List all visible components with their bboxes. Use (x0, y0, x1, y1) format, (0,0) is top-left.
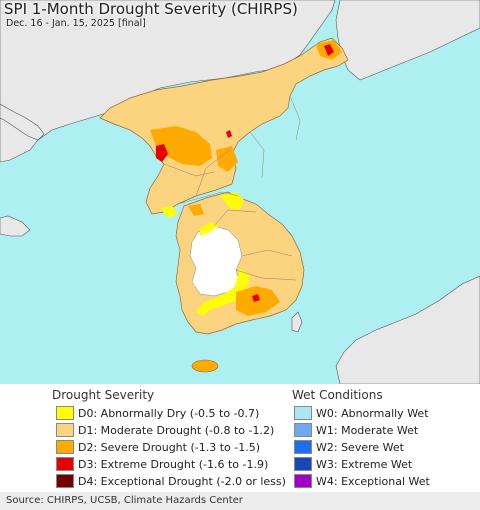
legend-swatch (56, 440, 74, 454)
legend-swatch (56, 474, 74, 488)
legend-item-d0: D0: Abnormally Dry (-0.5 to -0.7) (56, 406, 259, 420)
legend-label: W4: Exceptional Wet (316, 474, 430, 488)
legend-label: W3: Extreme Wet (316, 457, 413, 471)
legend-swatch (56, 406, 74, 420)
d0-zone (160, 192, 250, 316)
legend-item-w2: W2: Severe Wet (294, 440, 404, 454)
legend-label: W2: Severe Wet (316, 440, 404, 454)
map-subtitle: Dec. 16 - Jan. 15, 2025 [final] (6, 18, 146, 29)
legend-item-w1: W1: Moderate Wet (294, 423, 418, 437)
drought-legend-heading: Drought Severity (52, 388, 155, 402)
legend-swatch (294, 474, 312, 488)
legend-swatch (294, 406, 312, 420)
japan-landmass (335, 275, 480, 384)
legend-label: D4: Exceptional Drought (-2.0 or less) (78, 474, 286, 488)
wet-legend-heading: Wet Conditions (292, 388, 383, 402)
map-title: SPI 1-Month Drought Severity (CHIRPS) (4, 0, 298, 18)
legend-label: D2: Severe Drought (-1.3 to -1.5) (78, 440, 261, 454)
shandong-coast (0, 215, 31, 237)
legend-swatch (56, 423, 74, 437)
legend-swatch (294, 423, 312, 437)
legend: Drought Severity Wet Conditions D0: Abno… (0, 384, 480, 492)
no-drought-zone (189, 225, 243, 297)
legend-swatch (294, 440, 312, 454)
korea-north (99, 37, 349, 215)
map-canvas (0, 0, 480, 384)
legend-item-w0: W0: Abnormally Wet (294, 406, 429, 420)
liaodong-peninsula (0, 103, 45, 141)
province-borders (163, 95, 301, 281)
russia-landmass (335, 0, 480, 81)
legend-label: W0: Abnormally Wet (316, 406, 429, 420)
legend-label: D3: Extreme Drought (-1.6 to -1.9) (78, 457, 269, 471)
legend-label: D1: Moderate Drought (-0.8 to -1.2) (78, 423, 275, 437)
legend-item-d1: D1: Moderate Drought (-0.8 to -1.2) (56, 423, 274, 437)
legend-label: D0: Abnormally Dry (-0.5 to -0.7) (78, 406, 260, 420)
map: SPI 1-Month Drought Severity (CHIRPS) De… (0, 0, 480, 384)
jeju-island (191, 359, 219, 373)
legend-swatch (294, 457, 312, 471)
legend-item-d3: D3: Extreme Drought (-1.6 to -1.9) (56, 457, 268, 471)
legend-item-d2: D2: Severe Drought (-1.3 to -1.5) (56, 440, 260, 454)
legend-item-w4: W4: Exceptional Wet (294, 474, 430, 488)
legend-label: W1: Moderate Wet (316, 423, 419, 437)
legend-item-d4: D4: Exceptional Drought (-2.0 or less) (56, 474, 286, 488)
source-text: Source: CHIRPS, UCSB, Climate Hazards Ce… (6, 495, 243, 506)
legend-item-w3: W3: Extreme Wet (294, 457, 412, 471)
tsushima-island (291, 311, 303, 333)
legend-swatch (56, 457, 74, 471)
source-footer: Source: CHIRPS, UCSB, Climate Hazards Ce… (0, 492, 480, 510)
